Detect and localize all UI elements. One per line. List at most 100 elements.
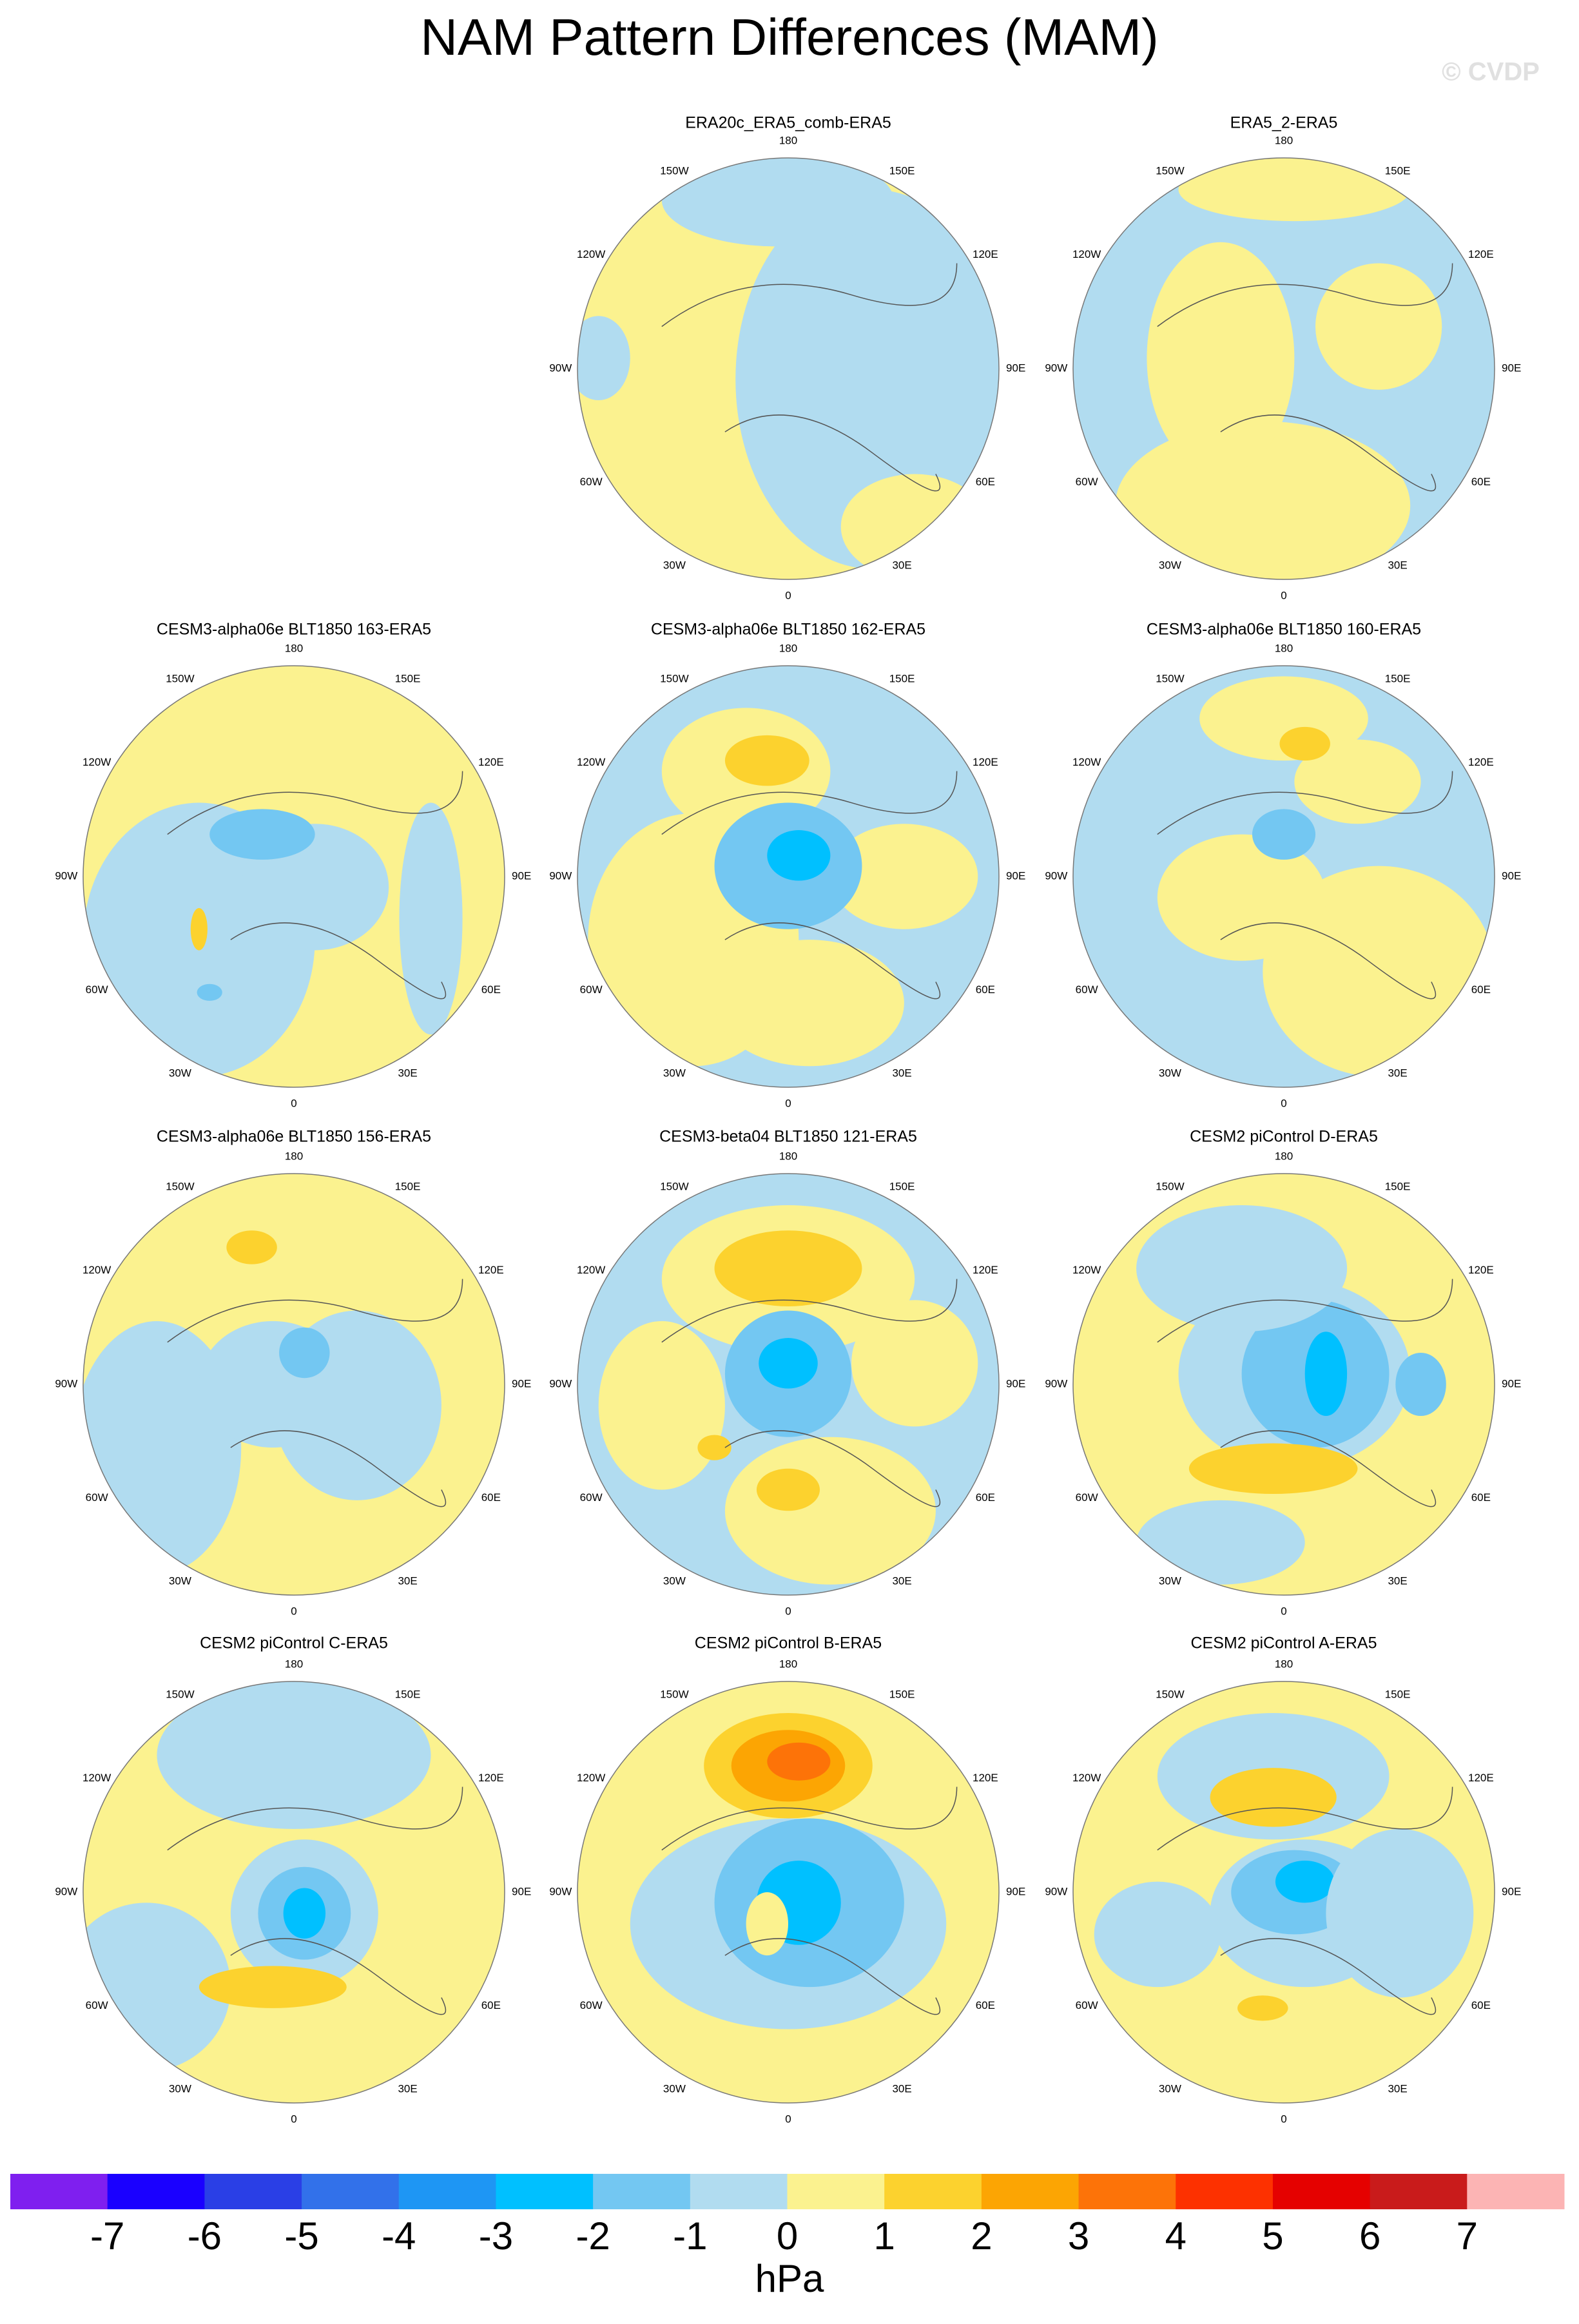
longitude-label: 30E: [892, 1067, 911, 1079]
longitude-label: 180: [285, 1150, 303, 1162]
coastline: [1157, 771, 1453, 1000]
longitude-label: 150E: [395, 1181, 421, 1193]
colorbar-tick-label: -4: [382, 2214, 416, 2258]
longitude-label: 0: [785, 1605, 791, 1618]
colorbar-tick-label: 6: [1359, 2214, 1380, 2258]
watermark: © CVDP: [1442, 58, 1540, 86]
contour-region: [577, 316, 630, 401]
figure-title: NAM Pattern Differences (MAM): [420, 8, 1158, 66]
longitude-label: 0: [1281, 1098, 1286, 1110]
longitude-label: 90E: [1006, 869, 1025, 882]
coastline: [661, 1787, 958, 2015]
contour-region: [226, 1230, 277, 1264]
longitude-label: 150W: [660, 1689, 688, 1701]
map-border: [1072, 157, 1495, 580]
longitude-label: 150W: [1156, 673, 1184, 685]
contour-region: [1147, 242, 1295, 474]
map-border: [577, 665, 1000, 1088]
colorbar-box: [204, 2174, 302, 2209]
contour-region: [279, 1327, 330, 1379]
longitude-label: 30E: [1388, 2082, 1407, 2095]
map-border: [1072, 1681, 1495, 2104]
longitude-label: 180: [285, 1658, 303, 1670]
colorbar-tick-label: -7: [90, 2214, 124, 2258]
longitude-label: 30W: [663, 559, 686, 571]
colorbar-tick-label: -5: [284, 2214, 318, 2258]
map-panel: [1073, 1174, 1495, 1595]
map-border: [577, 157, 1000, 580]
contour-region: [1304, 1331, 1348, 1417]
longitude-label: 60E: [481, 1491, 501, 1504]
panel-title: CESM2 piControl B-ERA5: [695, 1634, 882, 1652]
longitude-label: 60E: [1471, 1999, 1491, 2011]
coastline: [167, 771, 463, 1000]
contour-region: [759, 1338, 818, 1389]
longitude-label: 30E: [892, 2082, 911, 2095]
colorbar-tick-label: -1: [673, 2214, 707, 2258]
map-border: [82, 1173, 505, 1596]
longitude-label: 30W: [1159, 1574, 1181, 1587]
panel-title: CESM3-beta04 BLT1850 121-ERA5: [659, 1128, 917, 1146]
longitude-label: 30E: [892, 559, 911, 571]
contour-region: [1115, 421, 1411, 579]
map-panel: [577, 1174, 999, 1595]
longitude-label: 90W: [549, 362, 572, 374]
panel-title: CESM2 piControl D-ERA5: [1190, 1128, 1378, 1146]
colorbar-box: [496, 2174, 594, 2209]
contour-region: [661, 158, 894, 247]
colorbar-tick-label: 7: [1457, 2214, 1478, 2258]
longitude-label: 150W: [166, 1689, 194, 1701]
longitude-label: 150W: [1156, 1181, 1184, 1193]
longitude-label: 120W: [577, 756, 605, 768]
longitude-label: 120E: [973, 756, 998, 768]
longitude-label: 120E: [1468, 1772, 1494, 1784]
longitude-label: 150E: [889, 673, 915, 685]
contour-region: [283, 1888, 326, 1939]
longitude-label: 150W: [660, 673, 688, 685]
longitude-label: 60W: [580, 1491, 603, 1504]
contour-region: [1237, 1995, 1288, 2021]
longitude-label: 150E: [889, 165, 915, 177]
longitude-label: 120W: [577, 1772, 605, 1784]
colorbar-tick-label: -2: [576, 2214, 610, 2258]
longitude-label: 90E: [1502, 869, 1521, 882]
longitude-label: 150W: [1156, 1689, 1184, 1701]
longitude-label: 90E: [512, 1377, 531, 1390]
longitude-label: 180: [285, 642, 303, 654]
colorbar-tick-label: 1: [874, 2214, 895, 2258]
contour-region: [735, 189, 999, 569]
longitude-label: 30W: [1159, 2082, 1181, 2095]
longitude-label: 120E: [478, 1264, 504, 1276]
panel-title: CESM2 piControl A-ERA5: [1190, 1634, 1377, 1652]
longitude-label: 120W: [1072, 1264, 1101, 1276]
longitude-label: 90E: [1502, 1377, 1521, 1390]
longitude-label: 90E: [512, 869, 531, 882]
longitude-label: 150E: [395, 1689, 421, 1701]
contour-region: [724, 1437, 936, 1585]
map-panel: [83, 666, 505, 1087]
longitude-label: 60W: [1076, 476, 1098, 488]
contour-region: [1094, 1881, 1221, 1988]
panel-title: CESM3-alpha06e BLT1850 160-ERA5: [1147, 621, 1421, 639]
map-border: [577, 1173, 1000, 1596]
longitude-label: 30E: [1388, 1067, 1407, 1079]
longitude-label: 90E: [1006, 1885, 1025, 1897]
colorbar-box: [1272, 2174, 1371, 2209]
longitude-label: 60W: [580, 1999, 603, 2011]
longitude-label: 30W: [169, 1067, 191, 1079]
contour-region: [399, 802, 463, 1035]
longitude-label: 150E: [395, 673, 421, 685]
longitude-label: 180: [1275, 1150, 1293, 1162]
longitude-label: 180: [1275, 642, 1293, 654]
coastline: [1157, 1279, 1453, 1507]
longitude-label: 30E: [892, 1574, 911, 1587]
longitude-label: 120E: [478, 756, 504, 768]
longitude-label: 60W: [86, 1491, 108, 1504]
colorbar-box: [398, 2174, 496, 2209]
longitude-label: 60W: [580, 476, 603, 488]
colorbar-tick-label: -6: [188, 2214, 222, 2258]
panel-title: ERA20c_ERA5_comb-ERA5: [685, 114, 891, 132]
longitude-label: 90W: [1045, 1885, 1067, 1897]
longitude-label: 150E: [1385, 1181, 1411, 1193]
longitude-label: 0: [785, 1098, 791, 1110]
